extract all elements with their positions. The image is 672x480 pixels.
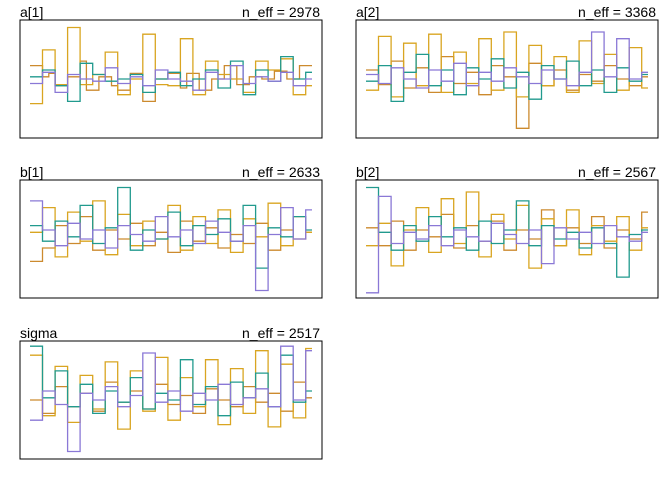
panel-a1-chain-3-trace [30,55,312,103]
panel-a1-chain-4-trace [30,64,312,94]
panel-a2-traces [366,31,648,129]
panel-b1-title: b[1] [20,164,43,180]
panel-b2-traces [366,186,648,294]
panel-b2: b[2] n_eff = 2567 [355,164,659,299]
panel-b2-chain-3-trace [366,186,648,278]
panel-a1-neff: n_eff = 2978 [242,4,320,20]
panel-a2-chain-3-trace [366,53,648,103]
panel-sigma-traces [30,345,312,453]
panel-a2-title: a[2] [356,4,379,20]
panel-a2-chain-2-trace [366,31,648,98]
panel-sigma-title: sigma [20,325,58,341]
panel-sigma: sigma n_eff = 2517 [19,325,323,460]
panel-a1-title: a[1] [20,4,43,20]
panel-a1-frame [19,19,323,139]
panel-b1: b[1] n_eff = 2633 [19,164,323,299]
panel-b1-neff: n_eff = 2633 [242,164,320,180]
panel-b1-chain-3-trace [30,186,312,269]
panel-a2-frame [355,19,659,139]
panel-b2-neff: n_eff = 2567 [578,164,656,180]
panel-sigma-chain-4-trace [30,345,312,453]
panel-sigma-neff: n_eff = 2517 [242,325,320,341]
panel-b2-title: b[2] [356,164,379,180]
panel-b2-chain-1-trace [366,209,648,251]
panel-b1-traces [30,186,312,292]
panel-b2-frame [355,179,659,299]
panel-a2-neff: n_eff = 3368 [578,4,656,20]
panel-a1: a[1] n_eff = 2978 [19,4,323,139]
panel-a1-traces [30,26,312,105]
panel-b1-chain-4-trace [30,200,312,292]
panel-sigma-chain-3-trace [30,345,312,417]
panel-sigma-chain-2-trace [30,347,312,430]
panel-a2-chain-4-trace [366,31,648,89]
panel-b2-chain-4-trace [366,195,648,294]
panel-b1-frame [19,179,323,299]
panel-a2: a[2] n_eff = 3368 [355,4,659,139]
panel-sigma-frame [19,340,323,460]
panel-b1-chain-2-trace [30,200,312,258]
panel-sigma-chain-1-trace [30,381,312,415]
panel-a1-chain-2-trace [30,26,312,105]
